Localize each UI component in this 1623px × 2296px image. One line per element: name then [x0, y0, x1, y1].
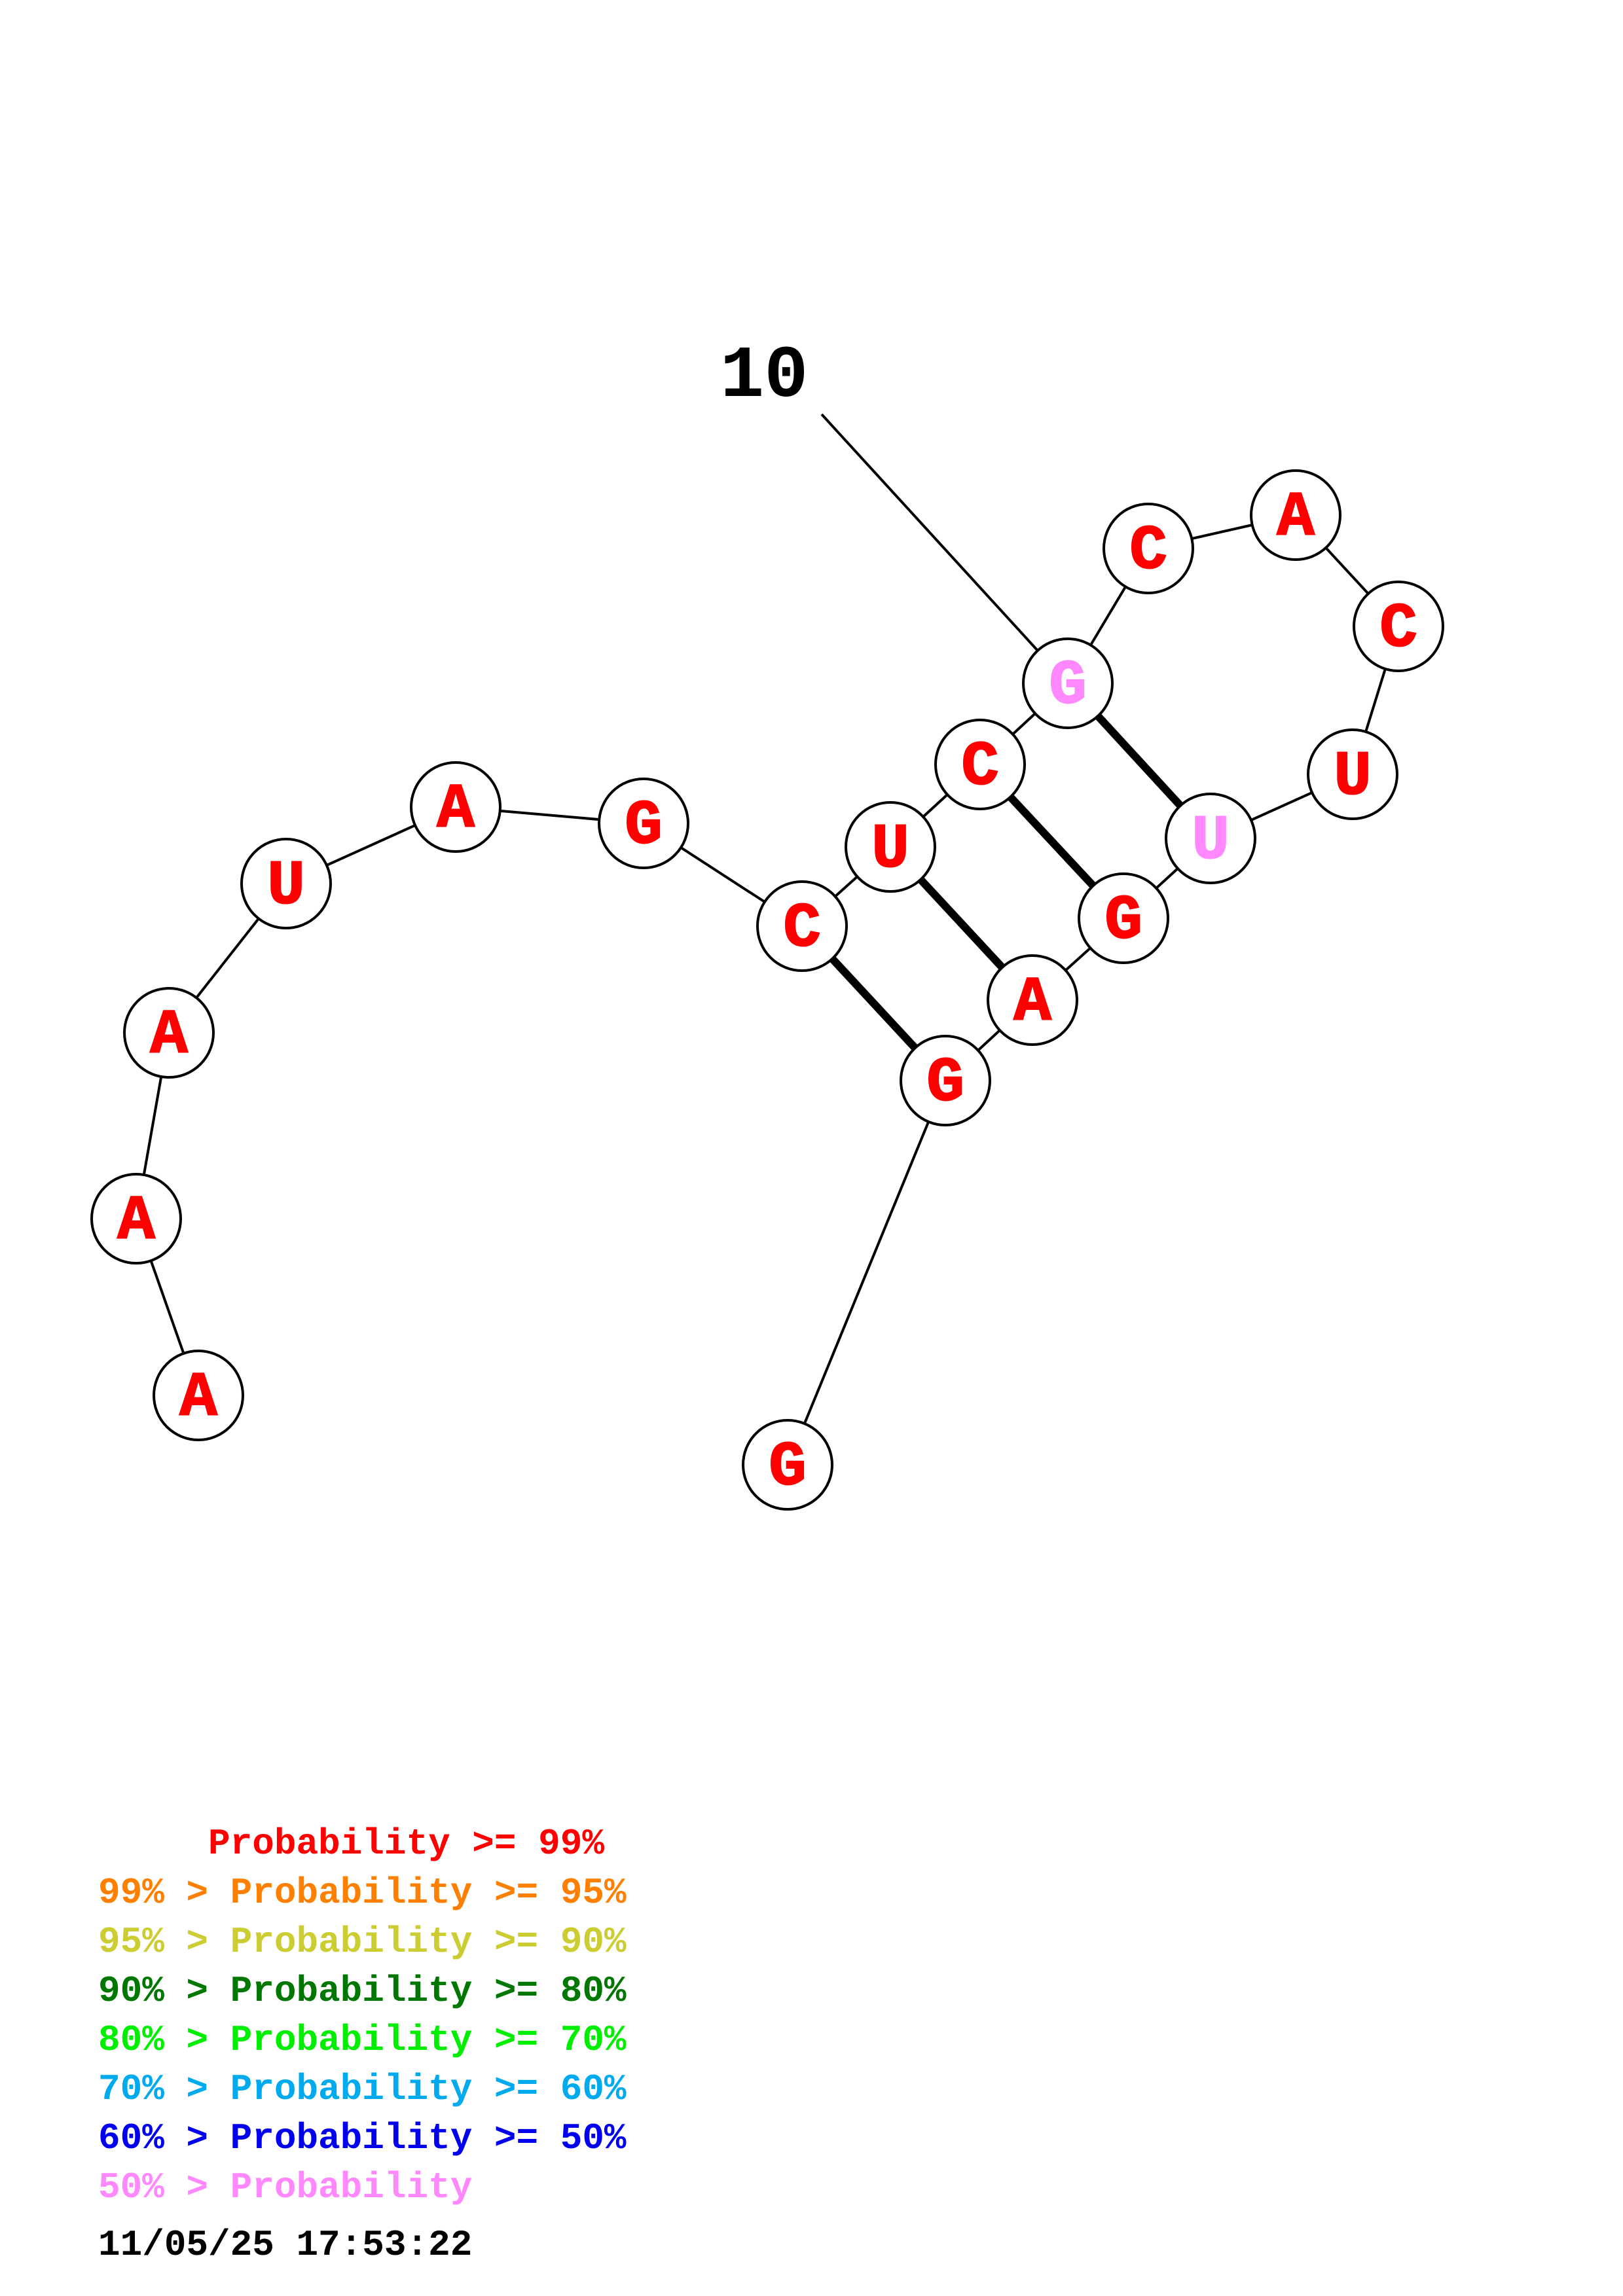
nucleotide: A — [410, 761, 501, 853]
legend-entry: Probability >= 99% — [98, 1823, 604, 1865]
nucleotide-circle — [1165, 793, 1256, 884]
legend-entry: 95% > Probability >= 90% — [98, 1921, 627, 1963]
nucleotide-letter: U — [871, 814, 909, 886]
nucleotide-letter: A — [179, 1363, 217, 1434]
nucleotide-circle — [900, 1035, 991, 1126]
index-tick — [820, 413, 1046, 659]
nucleotide-circle — [1103, 503, 1194, 594]
backbone-link — [786, 1080, 947, 1465]
nucleotide: G — [742, 1419, 833, 1511]
legend-entry: 99% > Probability >= 95% — [98, 1872, 627, 1914]
nucleotide-letter: A — [117, 1186, 155, 1257]
nucleotide-circle — [1250, 469, 1341, 561]
nucleotide-letter: G — [769, 1432, 807, 1503]
nucleotide-circle — [934, 719, 1026, 810]
legend-entry: 90% > Probability >= 80% — [98, 1970, 627, 2012]
legend-entry: 60% > Probability >= 50% — [98, 2117, 627, 2159]
nucleotide: C — [756, 880, 848, 972]
nucleotide-circle — [845, 801, 936, 893]
nucleotide: G — [1078, 872, 1169, 964]
nucleotide-letter: C — [1129, 516, 1167, 587]
nucleotide: A — [987, 954, 1078, 1046]
nucleotide-letter: G — [926, 1048, 964, 1119]
nucleotide-circle — [410, 761, 501, 853]
nucleotide-circle — [987, 954, 1078, 1046]
index-label-10: 10 — [720, 335, 808, 418]
nucleotide-letter: U — [267, 851, 305, 922]
nucleotide-circle — [123, 987, 215, 1079]
nucleotide-letter: U — [1192, 806, 1230, 877]
nucleotide-letter: A — [1013, 967, 1051, 1039]
base-pair-bond — [1006, 793, 1097, 889]
nucleotide-letter: C — [783, 893, 821, 965]
nucleotide-circle — [1353, 581, 1444, 672]
nucleotide: G — [598, 778, 689, 869]
nucleotide-circle — [756, 880, 848, 972]
nucleotide: A — [90, 1173, 182, 1265]
nucleotide: U — [1165, 793, 1256, 884]
nucleotide-letter: G — [625, 791, 663, 862]
nucleotide: C — [1103, 503, 1194, 594]
legend-entry: 50% > Probability — [98, 2166, 473, 2208]
nucleotide-circle — [742, 1419, 833, 1511]
legend-entry: 70% > Probability >= 60% — [98, 2068, 627, 2110]
nucleotide: U — [1307, 728, 1398, 820]
legend-entry: 80% > Probability >= 70% — [98, 2019, 627, 2061]
nucleotide: G — [1022, 637, 1114, 729]
nucleotide: G — [900, 1035, 991, 1126]
nucleotide-letter: A — [1277, 482, 1315, 554]
nucleotide-letter: C — [961, 732, 999, 803]
nucleotide: A — [153, 1350, 244, 1441]
nucleotide: U — [240, 838, 332, 929]
base-pair-bond — [1094, 712, 1184, 810]
nucleotide: A — [123, 987, 215, 1079]
nucleotide-circle — [1307, 728, 1398, 820]
nucleotide-circle — [1022, 637, 1114, 729]
nucleotide-circle — [240, 838, 332, 929]
nucleotide-letter: U — [1334, 742, 1372, 813]
nucleotide-letter: A — [437, 774, 475, 846]
nucleotide-circle — [153, 1350, 244, 1441]
base-pair-bond — [917, 876, 1006, 971]
timestamp: 11/05/25 17:53:22 — [98, 2224, 473, 2266]
nucleotide-letter: G — [1104, 886, 1142, 957]
nucleotide: U — [845, 801, 936, 893]
nucleotide-circle — [90, 1173, 182, 1265]
probability-legend: Probability >= 99% 99% > Probability >= 9… — [98, 1820, 627, 2212]
nucleotide-letter: C — [1379, 594, 1417, 665]
nucleotide: C — [934, 719, 1026, 810]
nucleotide: A — [1250, 469, 1341, 561]
nucleotide: C — [1353, 581, 1444, 672]
base-pair-bond — [828, 955, 919, 1052]
nucleotide-circle — [598, 778, 689, 869]
nucleotide-letter: G — [1049, 651, 1087, 722]
nucleotide-circle — [1078, 872, 1169, 964]
nucleotide-letter: A — [150, 1000, 188, 1071]
